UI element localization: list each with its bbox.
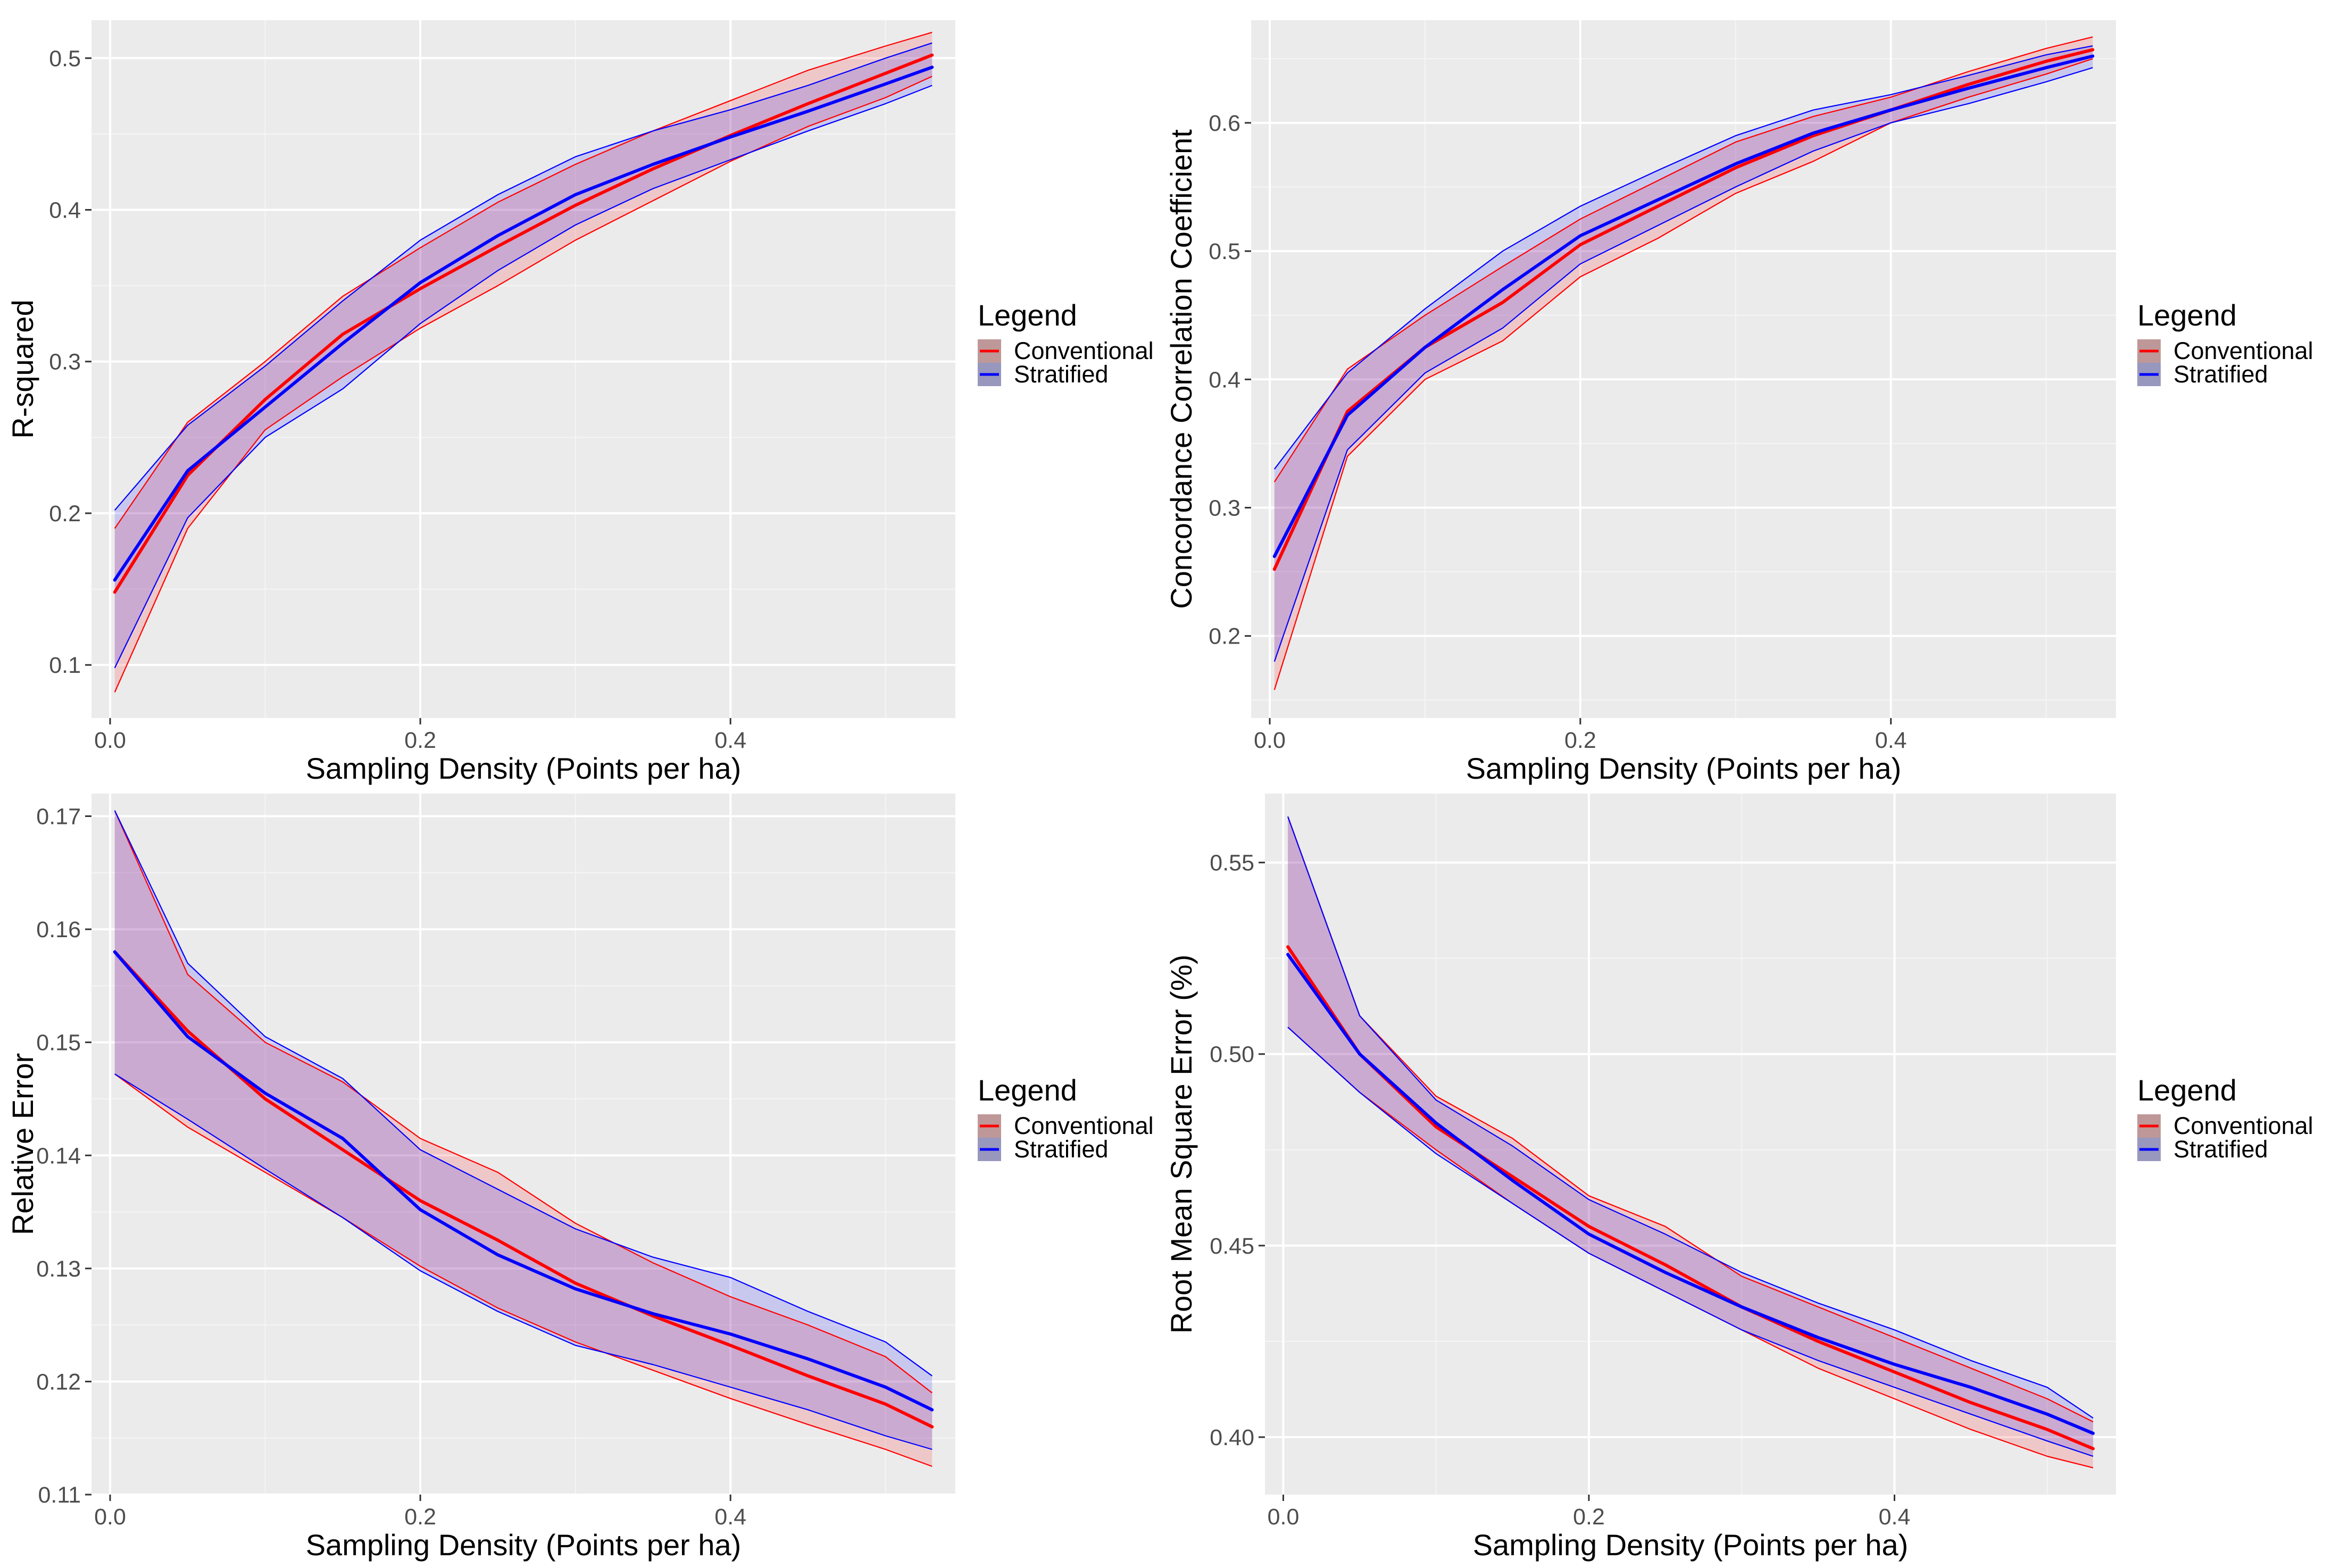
band-upper-conventional — [114, 31, 932, 529]
x-tick-label: 0.4 — [1875, 728, 1907, 753]
legend-label-stratified: Stratified — [2173, 361, 2268, 388]
y-tick-label: 0.5 — [1209, 239, 1240, 264]
series-line-stratified — [113, 65, 934, 582]
series-line-conventional — [113, 950, 934, 1429]
band-upper-conventional — [114, 810, 932, 1394]
y-tick-label: 0.3 — [49, 349, 81, 375]
x-axis-title: Sampling Density (Points per ha) — [306, 1528, 742, 1562]
y-tick-label: 0.40 — [1210, 1425, 1254, 1450]
y-tick-label: 0.2 — [1209, 624, 1240, 649]
y-tick-label: 0.4 — [49, 198, 81, 223]
x-tick-label: 0.4 — [1879, 1504, 1911, 1530]
legend-label-conventional: Conventional — [1014, 337, 1154, 364]
plot-background — [91, 20, 955, 718]
confidence-band-conventional — [114, 32, 932, 693]
legend-title: Legend — [2137, 1073, 2237, 1107]
x-axis-title: Sampling Density (Points per ha) — [306, 752, 742, 785]
y-tick-label: 0.13 — [36, 1256, 81, 1282]
legend-title: Legend — [978, 1073, 1077, 1107]
series-line-conventional — [1286, 945, 2095, 1450]
y-tick-label: 0.1 — [49, 653, 81, 678]
band-lower-conventional — [114, 76, 932, 693]
band-upper-stratified — [114, 810, 932, 1377]
series-line-conventional — [113, 53, 934, 594]
y-tick-label: 0.2 — [49, 501, 81, 527]
band-lower-stratified — [1287, 1027, 2094, 1457]
band-lower-stratified — [114, 85, 932, 669]
legend-label-conventional: Conventional — [1014, 1112, 1154, 1139]
y-tick-label: 0.3 — [1209, 495, 1240, 521]
band-upper-conventional — [1287, 816, 2094, 1423]
series-line-stratified — [113, 950, 934, 1412]
y-tick-label: 0.15 — [36, 1030, 81, 1056]
plot-background — [1265, 794, 2116, 1495]
y-axis-title: R-squared — [6, 299, 39, 438]
band-upper-stratified — [1273, 45, 2093, 470]
x-axis-title: Sampling Density (Points per ha) — [1466, 752, 1902, 785]
x-tick-label: 0.0 — [1254, 728, 1286, 753]
confidence-band-conventional — [114, 810, 932, 1466]
series-line-stratified — [1272, 54, 2095, 558]
x-tick-label: 0.2 — [404, 728, 436, 753]
confidence-band-stratified — [1274, 46, 2093, 662]
x-axis-title: Sampling Density (Points per ha) — [1473, 1528, 1909, 1562]
chart-panel-3: 0.0 0.2 0.4 0.11 0.12 0.13 0.14 0.15 0.16 0.17 Sam… — [6, 794, 1154, 1562]
legend-title: Legend — [2137, 298, 2237, 332]
band-upper-stratified — [1287, 816, 2094, 1419]
plot-background — [1251, 20, 2116, 718]
band-lower-conventional — [1273, 58, 2093, 690]
x-tick-label: 0.0 — [1268, 1504, 1300, 1530]
y-axis-title: Root Mean Square Error (%) — [1164, 955, 1198, 1334]
x-tick-label: 0.0 — [94, 728, 126, 753]
x-tick-label: 0.2 — [1564, 728, 1596, 753]
y-tick-label: 0.55 — [1210, 850, 1254, 876]
series-line-stratified — [1286, 953, 2095, 1435]
band-upper-stratified — [114, 42, 932, 511]
y-tick-label: 0.12 — [36, 1369, 81, 1395]
legend-label-stratified: Stratified — [1014, 361, 1109, 388]
y-tick-label: 0.6 — [1209, 111, 1240, 136]
confidence-band-conventional — [1274, 37, 2093, 690]
x-tick-label: 0.4 — [714, 1504, 746, 1530]
y-tick-label: 0.5 — [49, 46, 81, 71]
legend-label-stratified: Stratified — [2173, 1136, 2268, 1163]
y-tick-label: 0.45 — [1210, 1233, 1254, 1259]
confidence-band-stratified — [114, 810, 932, 1449]
y-tick-label: 0.16 — [36, 917, 81, 943]
y-axis-title: Concordance Correlation Coefficient — [1164, 129, 1198, 609]
legend-label-conventional: Conventional — [2173, 337, 2313, 364]
chart-panel-4: 0.0 0.2 0.4 0.40 0.45 0.50 0.55 Sampling Densit… — [1164, 794, 2313, 1562]
chart-panel-2: 0.0 0.2 0.4 0.2 0.3 0.4 0.5 0.6 Sampling Density… — [1164, 20, 2313, 785]
y-tick-label: 0.11 — [38, 1482, 81, 1508]
y-axis-title: Relative Error — [6, 1053, 39, 1235]
x-tick-label: 0.2 — [1573, 1504, 1605, 1530]
band-lower-conventional — [114, 1073, 932, 1467]
legend-label-stratified: Stratified — [1014, 1136, 1109, 1163]
chart-panel-1: 0.0 0.2 0.4 0.1 0.2 0.3 0.4 0.5 Sampling Density… — [6, 20, 1154, 785]
y-tick-label: 0.14 — [36, 1143, 81, 1169]
y-tick-label: 0.50 — [1210, 1042, 1254, 1067]
band-upper-conventional — [1273, 36, 2093, 482]
y-tick-label: 0.17 — [36, 804, 81, 830]
legend-title: Legend — [978, 298, 1077, 332]
x-tick-label: 0.2 — [404, 1504, 436, 1530]
y-tick-label: 0.4 — [1209, 367, 1240, 393]
x-tick-label: 0.4 — [714, 728, 746, 753]
x-tick-label: 0.0 — [94, 1504, 126, 1530]
band-lower-stratified — [1273, 67, 2093, 662]
legend-label-conventional: Conventional — [2173, 1112, 2313, 1139]
band-lower-stratified — [114, 1073, 932, 1450]
